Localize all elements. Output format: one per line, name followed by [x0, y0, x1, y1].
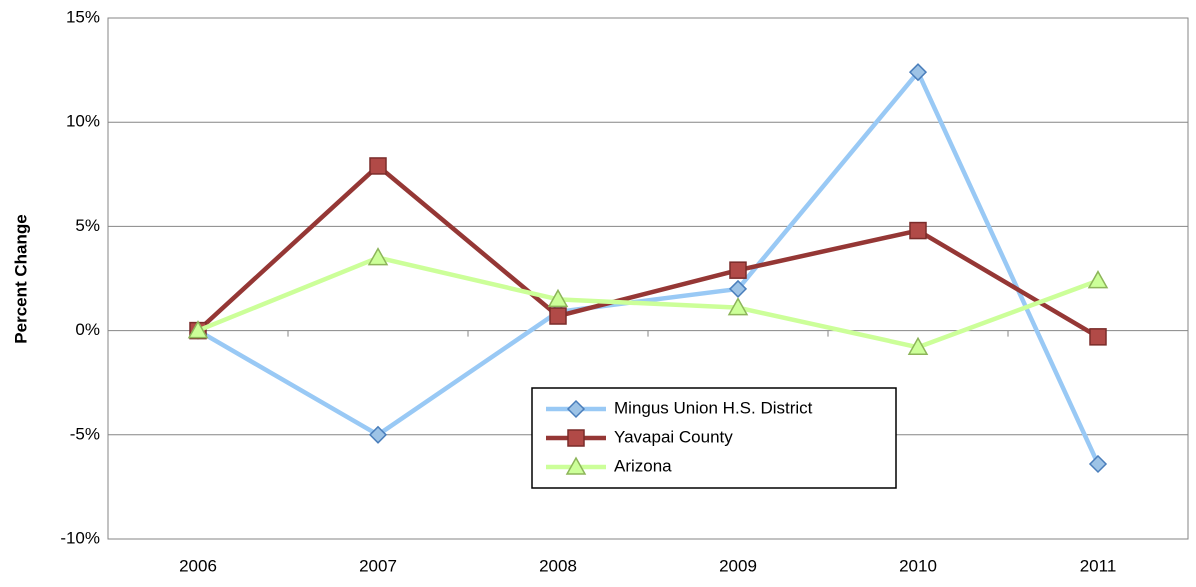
marker: [367, 247, 389, 266]
marker: [369, 157, 387, 175]
marker: [567, 429, 585, 447]
marker: [547, 288, 569, 308]
y-tick-label: 5%: [75, 216, 100, 235]
y-tick-label: 0%: [75, 320, 100, 339]
y-tick-label: 10%: [66, 112, 100, 131]
x-tick-label: 2006: [179, 556, 217, 575]
legend-label: Arizona: [614, 456, 672, 475]
marker: [727, 297, 749, 316]
legend-label: Yavapai County: [614, 427, 733, 446]
y-tick-label: -5%: [70, 424, 100, 443]
marker: [368, 425, 388, 444]
marker: [1088, 454, 1108, 474]
y-tick-label: -10%: [60, 528, 100, 547]
x-tick-label: 2009: [719, 556, 757, 575]
marker: [728, 279, 748, 298]
marker: [565, 456, 587, 475]
x-tick-label: 2010: [899, 556, 937, 575]
y-axis-title: Percent Change: [11, 214, 30, 343]
marker: [187, 320, 209, 339]
x-tick-label: 2008: [539, 556, 577, 575]
marker: [909, 221, 927, 240]
y-tick-label: 15%: [66, 7, 100, 26]
marker: [1089, 328, 1107, 346]
legend-label: Mingus Union H.S. District: [614, 398, 813, 417]
series-line: [197, 255, 1099, 350]
marker: [729, 261, 747, 279]
series-line: [196, 69, 1101, 465]
marker: [549, 307, 567, 325]
plot-frame: [107, 17, 1189, 540]
x-tick-label: 2011: [1080, 556, 1117, 575]
marker: [908, 63, 928, 82]
series-line: [196, 163, 1100, 339]
marker: [907, 336, 929, 356]
x-tick-label: 2007: [359, 556, 397, 575]
marker: [1087, 270, 1109, 289]
marker: [566, 399, 586, 419]
